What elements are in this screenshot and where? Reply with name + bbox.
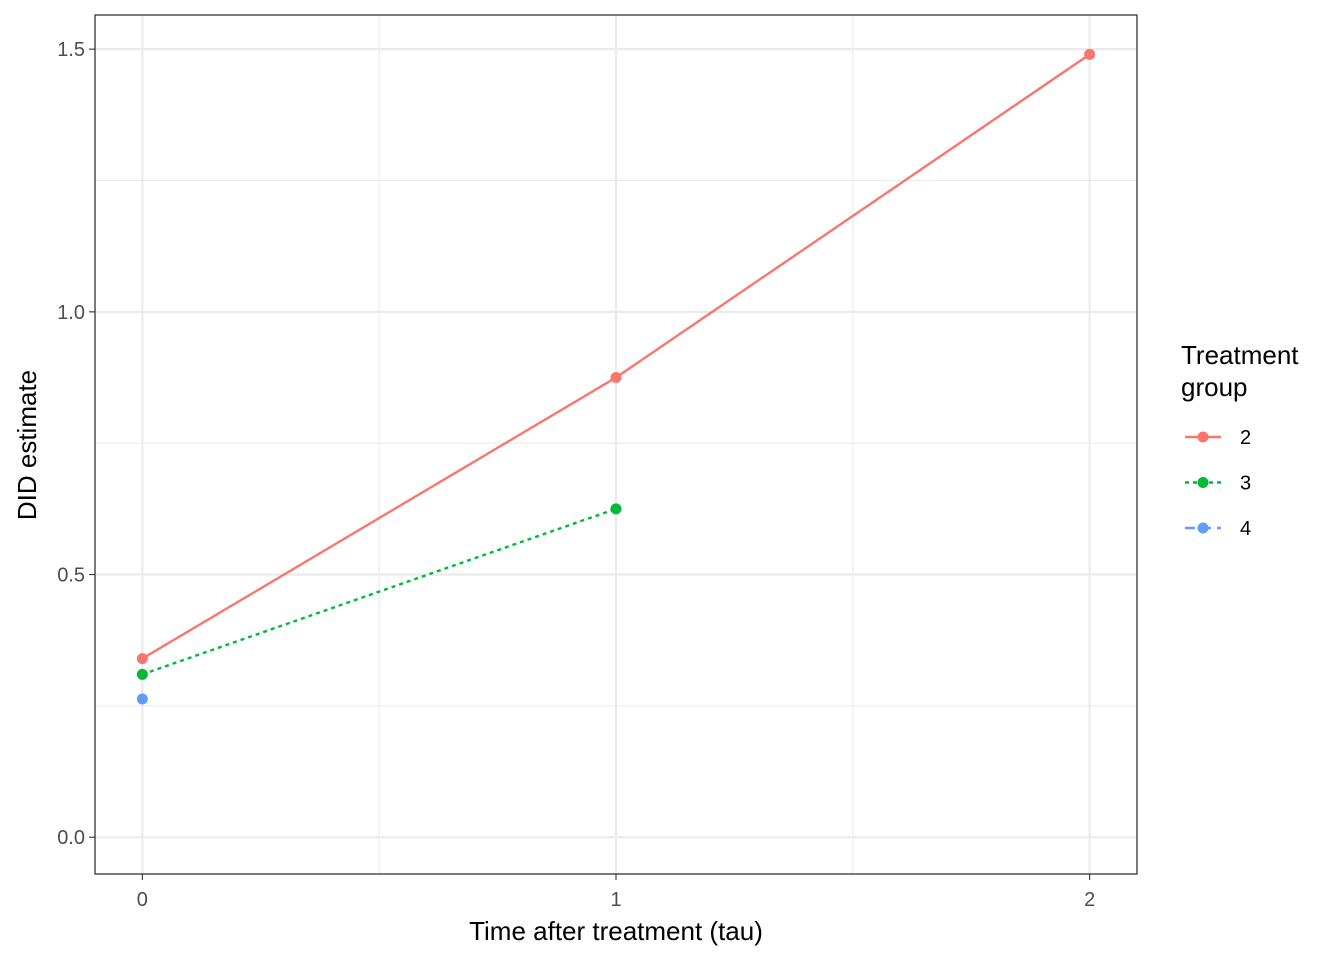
series-3-point (610, 503, 622, 515)
series-2-point (136, 653, 148, 665)
series-4 (136, 693, 148, 705)
legend-label-3: 3 (1240, 473, 1251, 495)
series-2 (136, 48, 1096, 665)
legend-key-2: 2 (1185, 427, 1251, 449)
x-tick-label: 1 (610, 889, 621, 911)
series-3 (136, 503, 622, 680)
y-axis-title: DID estimate (12, 370, 42, 520)
x-axis: 0 1 2 (137, 874, 1095, 911)
legend-key-4: 4 (1185, 518, 1251, 540)
y-tick-label: 0.0 (57, 827, 85, 849)
legend-title-line-2: group (1181, 372, 1248, 402)
y-tick-label: 1.0 (57, 302, 85, 324)
series-3-line (141, 507, 617, 676)
legend-key-3-point (1197, 477, 1209, 488)
legend-label-2: 2 (1240, 427, 1251, 449)
series-2-point (610, 372, 622, 384)
legend-key-2-point (1197, 431, 1209, 443)
major-grid (95, 15, 1137, 874)
x-tick-label: 2 (1084, 889, 1095, 911)
legend-title-line-1: Treatment (1181, 340, 1299, 370)
x-tick-label: 0 (137, 889, 148, 911)
y-tick-label: 0.5 (57, 565, 85, 587)
y-axis: 0.0 0.5 1.0 1.5 (57, 39, 95, 849)
y-tick-label: 1.5 (57, 39, 85, 61)
legend-key-3: 3 (1185, 473, 1251, 495)
series-layer (136, 48, 1096, 705)
x-axis-title: Time after treatment (tau) (469, 916, 763, 946)
series-2-point (1084, 48, 1096, 60)
series-3-point (136, 668, 148, 680)
series-4-point (136, 693, 148, 705)
legend-key-4-point (1197, 522, 1209, 534)
legend-label-4: 4 (1240, 518, 1251, 540)
legend: Treatment group 2 3 4 (1181, 340, 1299, 540)
